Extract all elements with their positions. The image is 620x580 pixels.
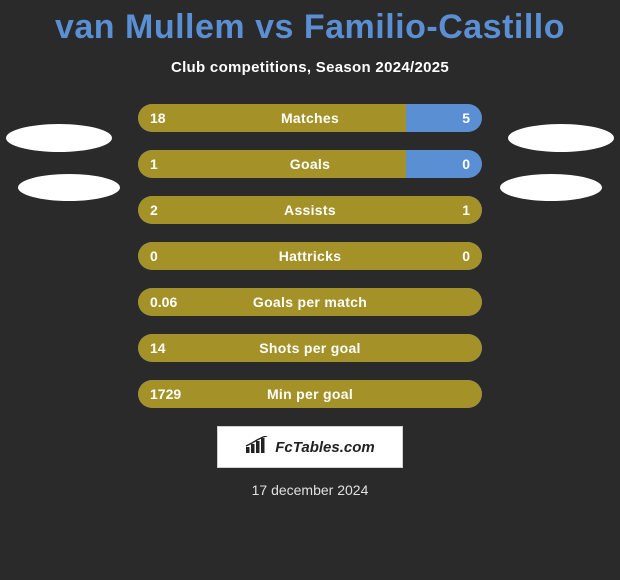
stat-value-right: 0 <box>462 156 470 172</box>
stat-label: Assists <box>138 202 482 218</box>
stat-label: Matches <box>138 110 482 126</box>
source-badge[interactable]: FcTables.com <box>217 426 403 468</box>
stat-bar: 1Goals0 <box>138 150 482 178</box>
stat-label: Goals per match <box>138 294 482 310</box>
stat-bar: 18Matches5 <box>138 104 482 132</box>
source-badge-text: FcTables.com <box>275 439 374 456</box>
stat-bar: 2Assists1 <box>138 196 482 224</box>
stat-bar: 1729Min per goal <box>138 380 482 408</box>
page-title: van Mullem vs Familio-Castillo <box>0 0 620 47</box>
stat-label: Hattricks <box>138 248 482 264</box>
player-left-badge-2 <box>18 174 120 201</box>
stat-value-right: 1 <box>462 202 470 218</box>
stat-value-right: 5 <box>462 110 470 126</box>
stat-bar: 0.06Goals per match <box>138 288 482 316</box>
page-subtitle: Club competitions, Season 2024/2025 <box>0 59 620 76</box>
stat-label: Shots per goal <box>138 340 482 356</box>
stats-bars: 18Matches51Goals02Assists10Hattricks00.0… <box>138 104 482 408</box>
player-right-badge-1 <box>508 124 614 152</box>
stat-bar: 14Shots per goal <box>138 334 482 362</box>
stat-value-right: 0 <box>462 248 470 264</box>
stat-label: Goals <box>138 156 482 172</box>
stat-label: Min per goal <box>138 386 482 402</box>
footer-date: 17 december 2024 <box>0 482 620 498</box>
stat-bar: 0Hattricks0 <box>138 242 482 270</box>
player-right-badge-2 <box>500 174 602 201</box>
chart-icon <box>245 436 269 459</box>
player-left-badge-1 <box>6 124 112 152</box>
